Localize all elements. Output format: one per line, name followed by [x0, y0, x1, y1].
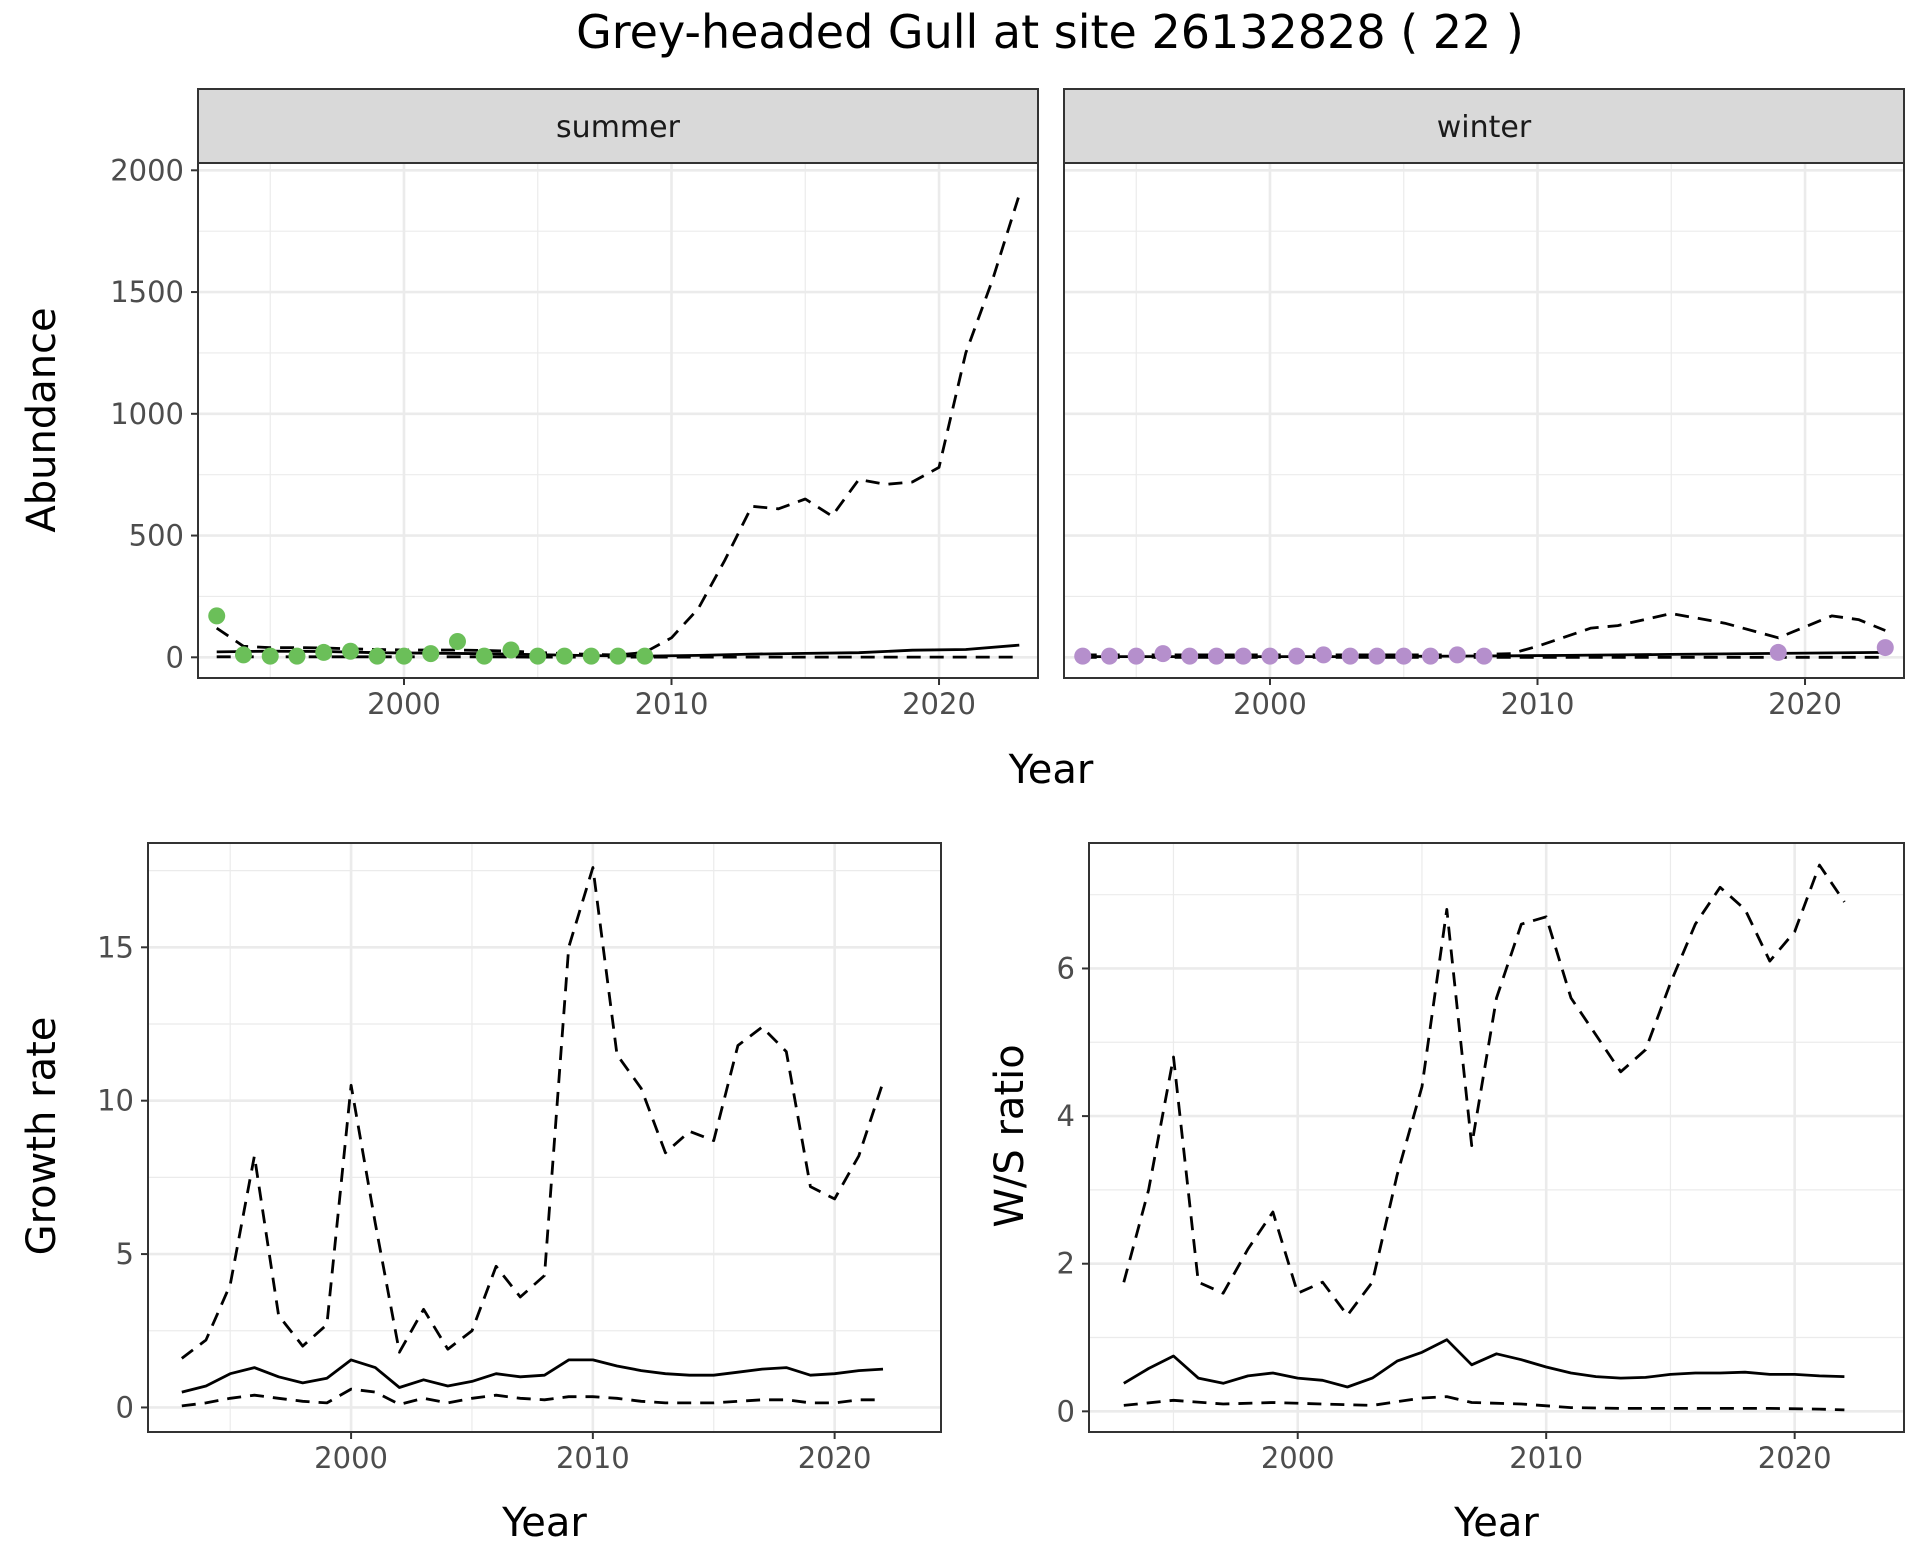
series-line-2-dashed [1123, 1395, 1845, 1412]
facet-strip-label: summer [556, 110, 681, 145]
data-point [1314, 646, 1332, 664]
data-point [1421, 647, 1439, 665]
data-point [1100, 647, 1118, 665]
data-point [395, 647, 413, 665]
series-line-2-dashed [181, 1387, 883, 1408]
data-point [1288, 647, 1306, 665]
x-tick-label: 2000 [1261, 1441, 1335, 1475]
data-point [1234, 647, 1252, 665]
y-tick-label: 15 [97, 930, 134, 964]
data-point [1475, 647, 1493, 665]
y-tick-label: 0 [116, 1390, 134, 1424]
panel-border [197, 162, 1039, 679]
panel-border [1088, 842, 1905, 1433]
x-tick-label: 2000 [367, 687, 441, 721]
growth-rate-chart: 2000 2010 2020 0 5 10 15 Year Growth rate [19, 842, 942, 1546]
data-point [555, 647, 573, 665]
x-tick-label: 2010 [635, 687, 709, 721]
x-axis-title: Year [1008, 747, 1094, 793]
y-tick-label: 2 [1057, 1247, 1075, 1281]
data-point [1207, 647, 1225, 665]
y-tick-label: 4 [1057, 1099, 1075, 1133]
data-point [1341, 647, 1359, 665]
x-tick-label: 2000 [1233, 687, 1307, 721]
data-point [1127, 647, 1145, 665]
y-tick-label: 0 [166, 640, 184, 674]
x-tick-label: 2020 [1758, 1441, 1832, 1475]
data-point [448, 632, 466, 650]
data-point [208, 607, 226, 625]
series-line-0-solid [181, 1358, 884, 1394]
data-point [1261, 647, 1279, 665]
y-axis-title: Growth rate [19, 1017, 65, 1256]
x-tick-label: 2000 [314, 1441, 388, 1475]
facet-strip-label: winter [1437, 110, 1532, 145]
y-tick-label: 5 [116, 1237, 134, 1271]
x-axis-title: Year [501, 1500, 587, 1546]
series-line-1-dashed [1082, 612, 1886, 657]
x-tick-label: 2010 [556, 1441, 630, 1475]
data-point [1395, 647, 1413, 665]
data-point [1154, 645, 1172, 663]
data-point [582, 647, 600, 665]
facet-panel-winter: winter 2000 2010 2020 [1063, 88, 1905, 721]
data-point [422, 645, 440, 663]
x-tick-label: 2010 [1509, 1441, 1583, 1475]
series-line-0-solid [1123, 1338, 1845, 1389]
data-point [261, 647, 279, 665]
figure-title: Grey-headed Gull at site 26132828 ( 22 ) [576, 5, 1524, 59]
plot-background [148, 843, 941, 1432]
y-axis-title: W/S ratio [987, 1044, 1033, 1227]
data-point [636, 647, 654, 665]
x-tick-label: 2020 [798, 1441, 872, 1475]
y-tick-label: 10 [97, 1084, 134, 1118]
x-tick-label: 2020 [1768, 687, 1842, 721]
y-tick-label: 500 [129, 519, 184, 553]
x-tick-label: 2020 [902, 687, 976, 721]
facet-panel-summer: summer 2000 2010 2020 0 500 1000 1500 2000 [110, 88, 1039, 721]
data-point [1074, 647, 1092, 665]
y-tick-label: 1000 [110, 397, 184, 431]
data-point [315, 643, 333, 661]
data-point [341, 642, 359, 660]
y-tick-label: 2000 [110, 153, 184, 187]
data-point [234, 646, 252, 664]
x-axis-title: Year [1453, 1500, 1539, 1546]
facet-strip [1063, 88, 1905, 164]
data-point [1181, 647, 1199, 665]
panel-border [1063, 162, 1905, 679]
y-tick-label: 6 [1057, 951, 1075, 985]
y-tick-label: 0 [1057, 1394, 1075, 1428]
data-point [1368, 647, 1386, 665]
plot-background [1089, 843, 1904, 1432]
data-point [1448, 646, 1466, 664]
plot-background [198, 163, 1038, 678]
y-axis-title: Abundance [19, 307, 65, 532]
data-point [475, 647, 493, 665]
data-point [529, 647, 547, 665]
data-point [288, 647, 306, 665]
data-point [609, 647, 627, 665]
ws-ratio-chart: 2000 2010 2020 0 2 4 6 Year W/S ratio [987, 842, 1905, 1546]
series-line-1-dashed [180, 866, 885, 1360]
panel-border [147, 842, 942, 1433]
data-point [1769, 643, 1787, 661]
facet-strip [197, 88, 1039, 164]
y-tick-label: 1500 [110, 275, 184, 309]
data-point [502, 641, 520, 659]
data-point [368, 647, 386, 665]
x-tick-label: 2010 [1501, 687, 1575, 721]
data-point [1876, 639, 1894, 657]
plot-background [1064, 163, 1904, 678]
